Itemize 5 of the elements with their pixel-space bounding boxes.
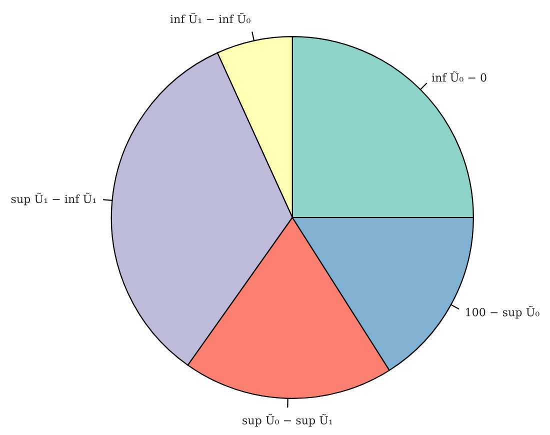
- slice-label: inf Ũ₀ − 0: [432, 71, 486, 82]
- slice-label: 100 − sup Ũ₀: [466, 306, 540, 318]
- slice-label: inf Ũ₁ − inf Ũ₀: [170, 12, 250, 24]
- slice-label: sup Ũ₀ − sup Ũ₁: [242, 414, 332, 427]
- slice-label: sup Ũ₁ − inf Ũ₁: [11, 192, 96, 206]
